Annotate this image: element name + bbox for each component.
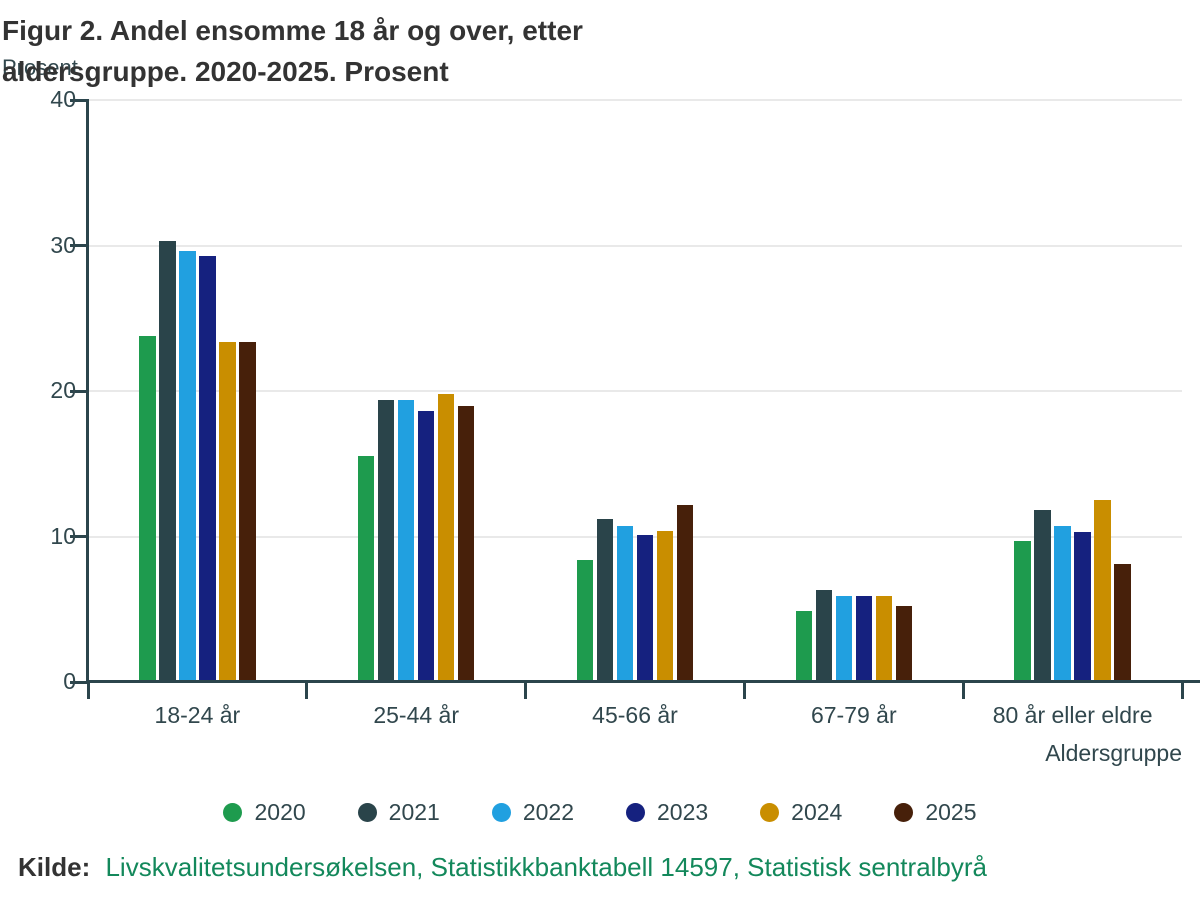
bar-2025-25-44-år[interactable] xyxy=(457,405,475,682)
y-tick-label-0: 0 xyxy=(63,668,76,694)
bar-2021-80-år-eller-eldre[interactable] xyxy=(1034,510,1051,682)
legend-marker-2023 xyxy=(626,803,645,822)
bar-2021-18-24-år[interactable] xyxy=(159,241,176,682)
gridline-30 xyxy=(88,244,1182,247)
bar-2020-67-79-år[interactable] xyxy=(795,610,813,682)
bar-2022-45-66-år[interactable] xyxy=(616,526,634,682)
legend-label-2021: 2021 xyxy=(388,799,440,825)
source-link[interactable]: Livskvalitetsundersøkelsen, Statistikkba… xyxy=(105,852,988,882)
bar-2024-18-24-år[interactable] xyxy=(219,341,236,682)
legend-marker-2020 xyxy=(223,803,243,822)
bar-2022-18-24-år[interactable] xyxy=(179,251,196,682)
legend-marker-2022 xyxy=(491,803,511,822)
bar-2025-80-år-eller-eldre[interactable] xyxy=(1114,564,1131,682)
y-tick-40 xyxy=(70,98,87,102)
bar-2023-25-44-år[interactable] xyxy=(417,411,435,682)
bar-2024-80-år-eller-eldre[interactable] xyxy=(1094,500,1111,682)
bar-2022-25-44-år[interactable] xyxy=(397,399,415,682)
x-tick-0 xyxy=(86,683,90,699)
legend-item-2021[interactable]: 2021 xyxy=(357,799,440,826)
chart-title-line1: Figur 2. Andel ensomme 18 år og over, et… xyxy=(2,15,583,46)
legend-label-2025: 2025 xyxy=(925,799,977,825)
y-tick-label-20: 20 xyxy=(50,377,76,403)
bar-2022-67-79-år[interactable] xyxy=(835,596,853,682)
gridline-20 xyxy=(88,390,1182,392)
bar-2025-67-79-år[interactable] xyxy=(895,606,913,682)
bar-2020-18-24-år[interactable] xyxy=(139,335,156,682)
x-category-label-0: 18-24 år xyxy=(154,702,241,728)
bar-2024-67-79-år[interactable] xyxy=(875,596,893,682)
legend-label-2020: 2020 xyxy=(254,799,306,825)
x-category-label-3: 67-79 år xyxy=(810,702,897,728)
y-tick-10 xyxy=(70,535,87,538)
y-tick-0 xyxy=(70,680,87,684)
bar-2024-45-66-år[interactable] xyxy=(656,530,674,682)
legend-item-2022[interactable]: 2022 xyxy=(491,799,574,826)
y-tick-30 xyxy=(70,244,87,247)
bar-2023-18-24-år[interactable] xyxy=(199,255,216,682)
x-tick-2 xyxy=(524,683,528,699)
gridline-10 xyxy=(88,535,1182,538)
y-axis-line xyxy=(86,99,89,683)
legend-item-2023[interactable]: 2023 xyxy=(626,799,708,826)
x-axis-line xyxy=(86,680,1200,683)
bar-2023-80-år-eller-eldre[interactable] xyxy=(1074,532,1091,682)
bar-2020-45-66-år[interactable] xyxy=(576,559,594,682)
y-tick-label-30: 30 xyxy=(50,231,76,258)
bar-2023-45-66-år[interactable] xyxy=(636,535,654,682)
source-line: Kilde: Livskvalitetsundersøkelsen, Stati… xyxy=(18,852,987,883)
legend-label-2022: 2022 xyxy=(522,799,574,825)
bar-2021-45-66-år[interactable] xyxy=(596,519,614,682)
bar-2021-25-44-år[interactable] xyxy=(377,399,395,682)
plot-area xyxy=(88,99,1182,682)
bar-2021-67-79-år[interactable] xyxy=(815,590,833,682)
y-tick-label-10: 10 xyxy=(50,522,76,549)
x-category-label-2: 45-66 år xyxy=(592,702,678,728)
chart-title-line2: aldersgruppe. 2020-2025. Prosent xyxy=(2,56,449,87)
bar-2025-45-66-år[interactable] xyxy=(676,504,694,682)
x-tick-3 xyxy=(742,683,746,699)
bar-2025-18-24-år[interactable] xyxy=(239,341,256,682)
bar-2020-25-44-år[interactable] xyxy=(357,456,375,682)
source-label: Kilde: xyxy=(18,852,91,882)
legend-marker-2024 xyxy=(760,803,780,822)
x-category-label-1: 25-44 år xyxy=(373,702,460,728)
legend-label-2024: 2024 xyxy=(791,799,843,825)
legend-item-2025[interactable]: 2025 xyxy=(894,799,977,826)
y-tick-20 xyxy=(70,389,87,393)
bar-2023-67-79-år[interactable] xyxy=(855,596,873,682)
chart-title: Figur 2. Andel ensomme 18 år og over, et… xyxy=(2,10,722,92)
legend-marker-2021 xyxy=(357,803,377,822)
gridline-40 xyxy=(88,99,1182,101)
legend-item-2020[interactable]: 2020 xyxy=(223,799,306,826)
x-tick-4 xyxy=(961,683,965,699)
y-axis-title: Prosent xyxy=(2,55,78,80)
x-tick-1 xyxy=(305,683,309,699)
x-axis-title: Aldersgruppe xyxy=(1045,740,1182,766)
legend-label-2023: 2023 xyxy=(657,799,709,825)
legend-marker-2025 xyxy=(894,803,914,822)
y-tick-label-40: 40 xyxy=(50,86,76,112)
bar-2024-25-44-år[interactable] xyxy=(437,393,455,682)
legend: 2020 2021 2022 2023 2024 2025 xyxy=(0,799,1200,826)
bar-2020-80-år-eller-eldre[interactable] xyxy=(1014,540,1031,682)
legend-item-2024[interactable]: 2024 xyxy=(760,799,842,826)
bar-2022-80-år-eller-eldre[interactable] xyxy=(1054,526,1071,682)
x-category-label-4: 80 år eller eldre xyxy=(992,702,1153,728)
x-tick-5 xyxy=(1180,683,1184,699)
